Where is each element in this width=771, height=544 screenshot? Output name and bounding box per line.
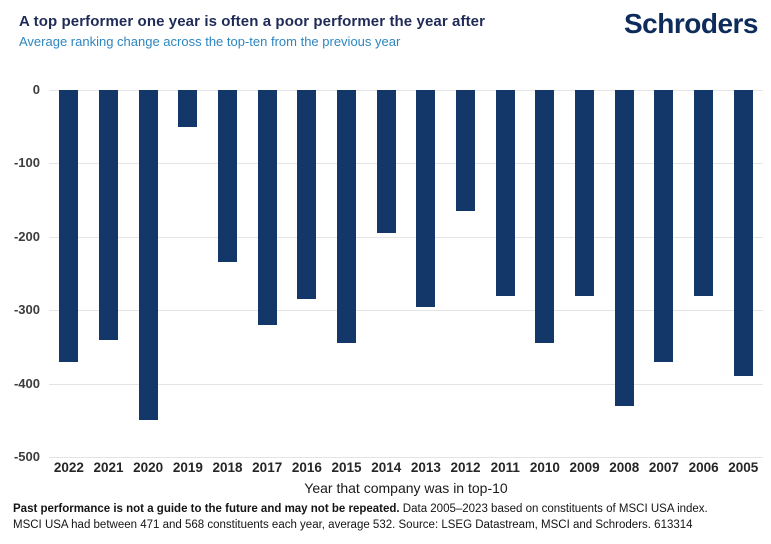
bar-column-2011 [485, 90, 525, 296]
x-tick-label-2008: 2008 [609, 460, 640, 475]
x-tick-label-2005: 2005 [728, 460, 759, 475]
gridline [49, 90, 763, 91]
bar-column-2010 [525, 90, 565, 344]
x-tick-label-2015: 2015 [331, 460, 362, 475]
x-tick-label-2010: 2010 [529, 460, 560, 475]
footnote-line1: Data 2005–2023 based on constituents of … [399, 503, 708, 515]
bar-column-2016 [287, 90, 327, 300]
y-tick-label: -500 [13, 449, 40, 464]
bar-2017 [257, 90, 277, 325]
bar-column-2020 [128, 90, 168, 421]
bar-column-2022 [49, 90, 89, 362]
bar-2020 [138, 90, 158, 421]
x-tick-label-2020: 2020 [133, 460, 164, 475]
gridline [49, 310, 763, 312]
gridline [49, 457, 763, 458]
y-tick-label: -200 [13, 228, 40, 244]
chart-title: A top performer one year is often a poor… [19, 13, 486, 30]
bar-2016 [297, 90, 317, 300]
bar-2021 [99, 90, 118, 340]
footnote-bold: Past performance is not a guide to the f… [13, 503, 400, 515]
y-tick-label: 0 [32, 82, 40, 97]
bar-2022 [59, 90, 79, 362]
x-tick-label-2011: 2011 [490, 460, 520, 475]
x-tick-label-2018: 2018 [212, 460, 243, 475]
bar-column-2008 [604, 90, 644, 406]
footnote-line2: MSCI USA had between 471 and 568 constit… [13, 519, 693, 531]
gridline [49, 163, 763, 165]
bar-column-2006 [684, 90, 724, 296]
x-tick-label-2014: 2014 [371, 460, 402, 475]
bar-column-2017 [247, 90, 287, 325]
x-tick-label-2007: 2007 [648, 460, 679, 475]
bar-2011 [495, 90, 515, 296]
x-axis-title: Year that company was in top-10 [304, 480, 508, 496]
bar-2010 [535, 90, 555, 344]
schroders-logo: Schroders [624, 8, 759, 39]
x-tick-label-2019: 2019 [172, 460, 203, 475]
footnote: Past performance is not a guide to the f… [13, 501, 761, 533]
bar-2015 [337, 90, 357, 344]
bars [49, 90, 763, 457]
x-tick-label-2022: 2022 [53, 460, 84, 475]
bar-2018 [218, 90, 238, 263]
bar-column-2021 [89, 90, 129, 340]
bar-2005 [733, 90, 753, 377]
bar-2006 [694, 90, 714, 296]
y-tick-label: -400 [13, 375, 40, 391]
gridline [49, 236, 763, 238]
x-tick-label-2016: 2016 [291, 460, 322, 475]
x-tick-label-2012: 2012 [450, 460, 481, 475]
x-axis: 2022 2021 2020 2019 2018 2017 2016 2015 2014 2013… [49, 460, 763, 475]
bar-column-2005 [723, 90, 763, 377]
x-tick-label-2021: 2021 [93, 460, 124, 475]
gridlines [49, 90, 763, 458]
bar-column-2019 [168, 90, 208, 127]
bar-column-2009 [565, 90, 605, 296]
bar-2013 [416, 90, 436, 307]
chart-subtitle: Average ranking change across the top-te… [19, 34, 401, 49]
x-tick-label-2013: 2013 [410, 460, 441, 475]
x-tick-label-2009: 2009 [569, 460, 600, 475]
bar-2008 [614, 90, 634, 406]
x-tick-label-2017: 2017 [252, 460, 283, 475]
bar-column-2012 [446, 90, 486, 212]
bar-2012 [456, 90, 476, 212]
bar-2007 [654, 90, 674, 362]
bar-2014 [376, 90, 396, 234]
y-axis: 0 -100 -200 -300 -400 -500 [0, 82, 44, 464]
bar-column-2014 [366, 90, 406, 234]
x-tick-label-2006: 2006 [688, 460, 719, 475]
bar-column-2007 [644, 90, 684, 362]
bar-2009 [575, 90, 595, 296]
gridline [49, 383, 763, 385]
bar-column-2018 [208, 90, 248, 263]
y-tick-label: -300 [13, 302, 40, 318]
bar-column-2015 [327, 90, 367, 344]
y-tick-label: -100 [13, 155, 40, 171]
bar-2019 [178, 90, 198, 127]
bar-column-2013 [406, 90, 446, 307]
